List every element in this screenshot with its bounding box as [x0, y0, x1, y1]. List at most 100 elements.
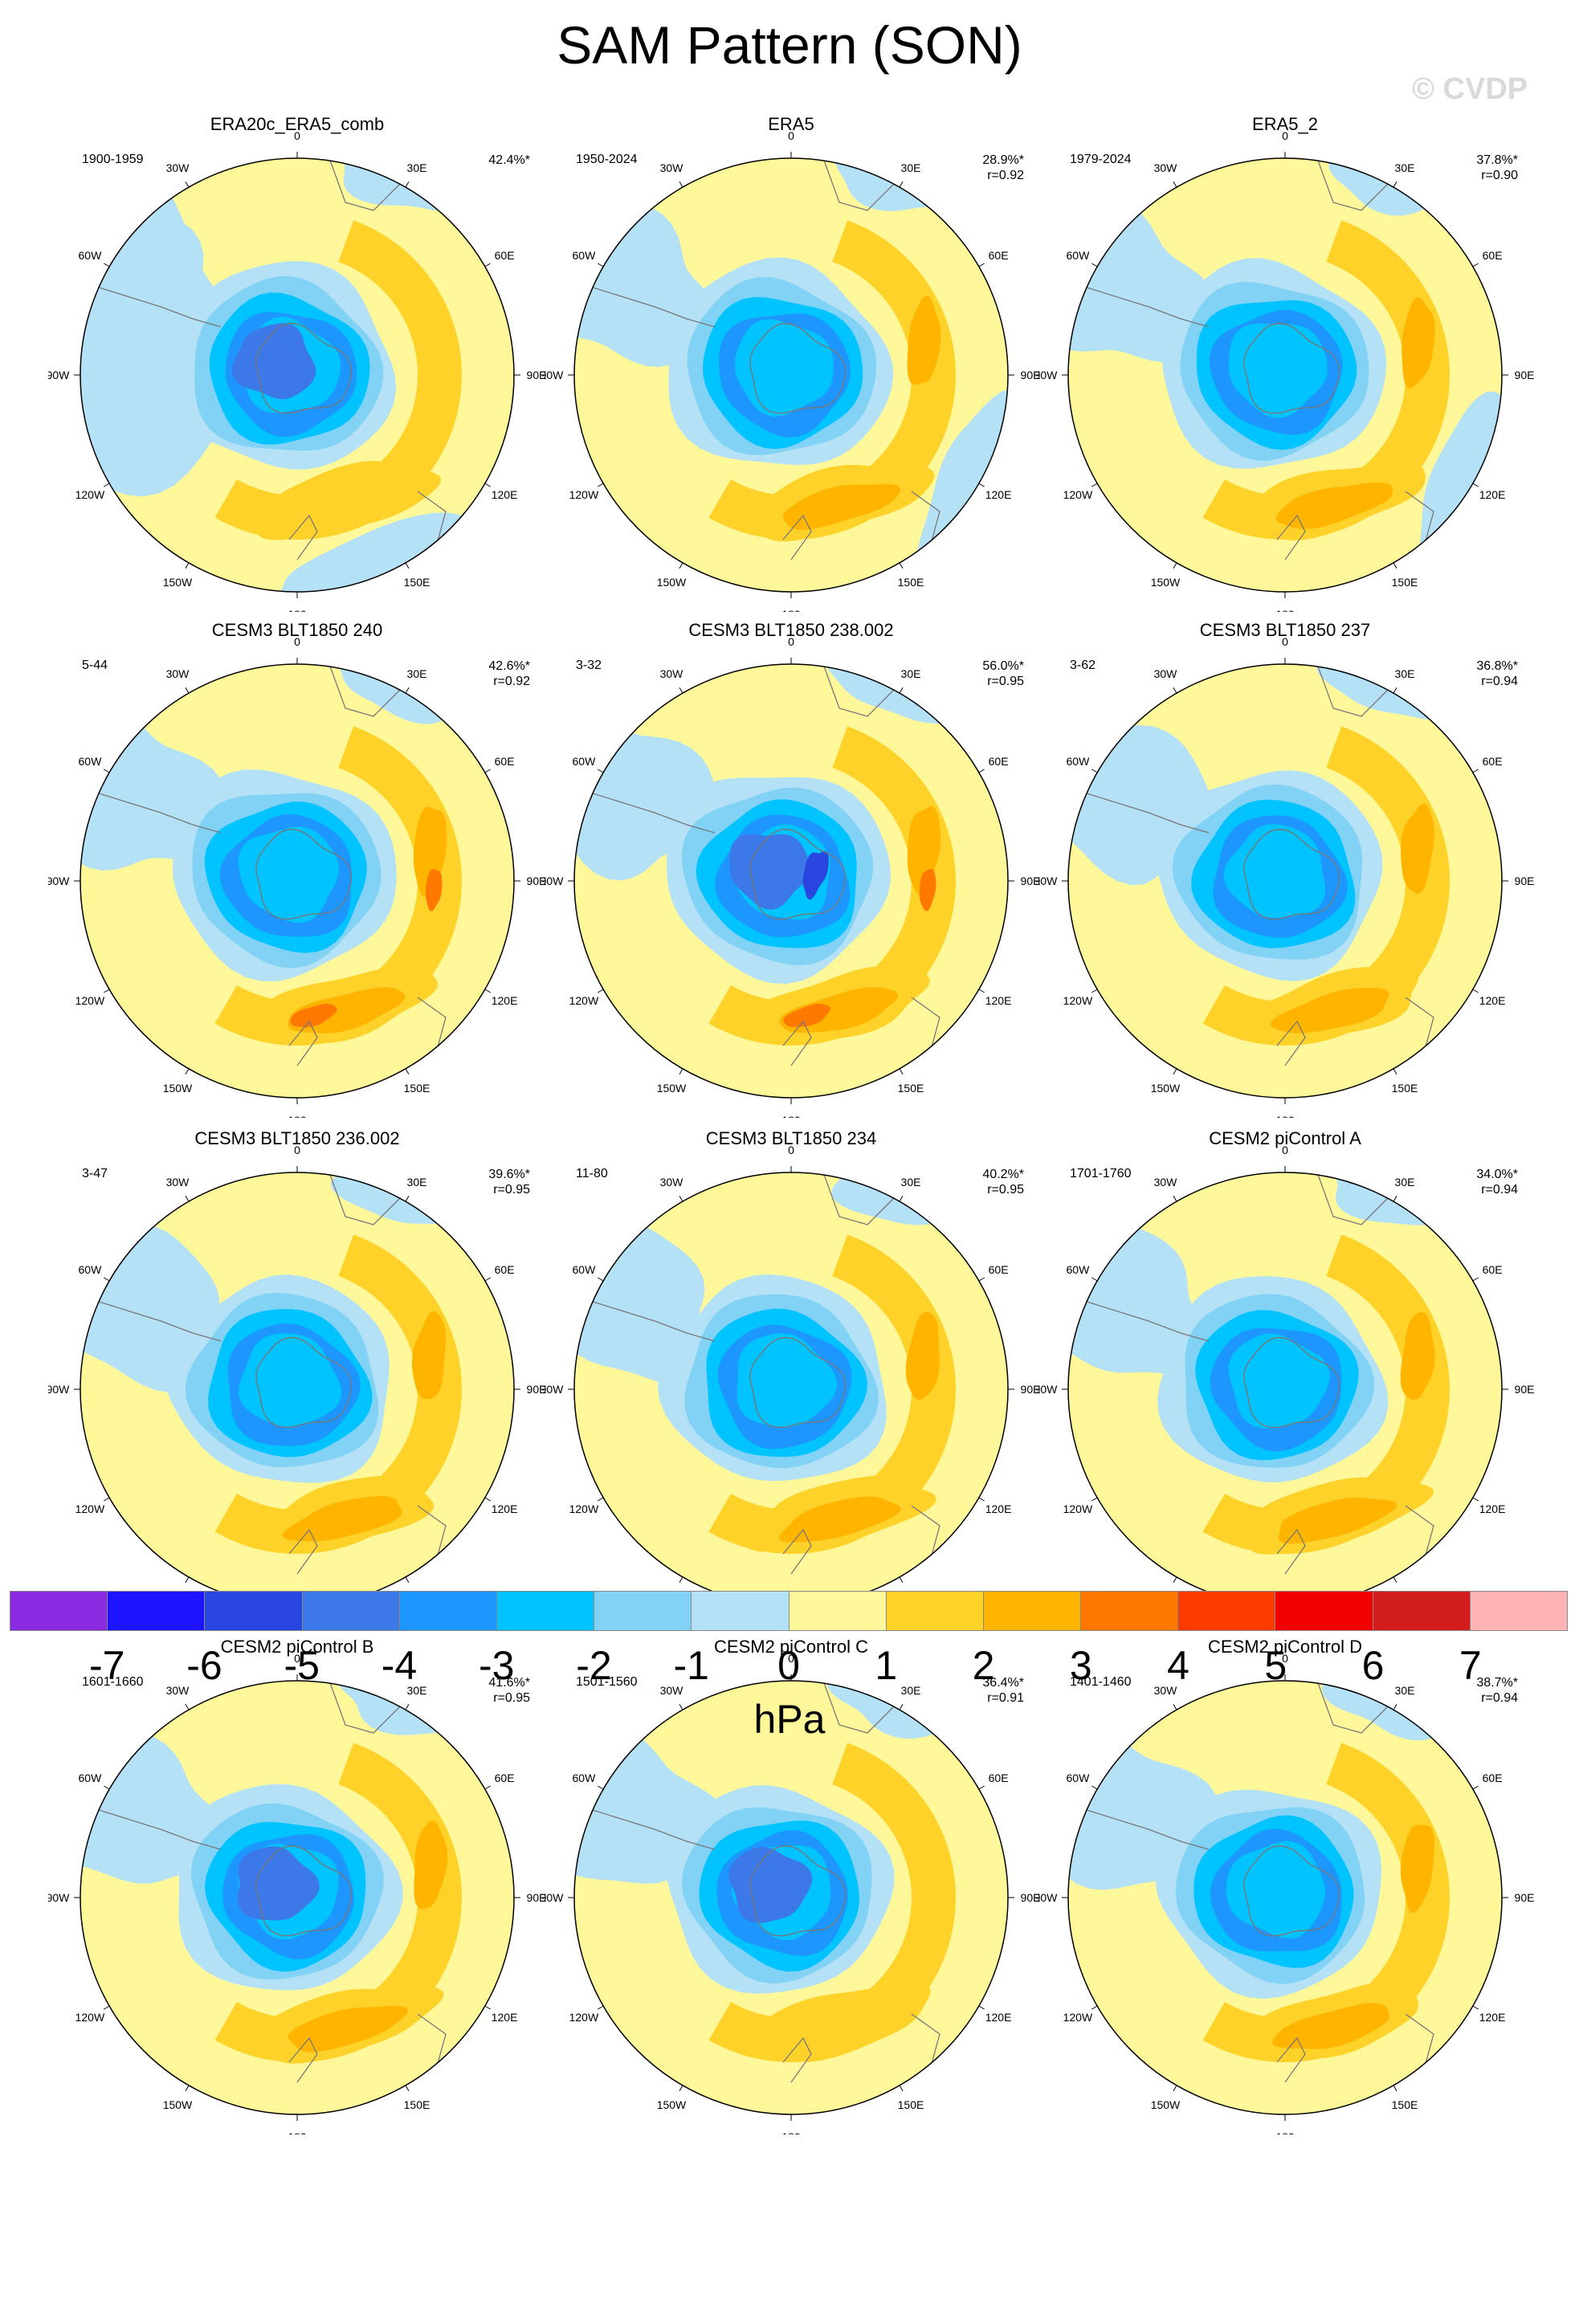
map-panel: 030E60E90E120E150E180150W120W90W60W30WCE…: [1036, 620, 1534, 1118]
explained-variance: 28.9%*: [982, 153, 1024, 167]
longitude-label: 30W: [1154, 1684, 1178, 1697]
pattern-correlation: r=0.91: [987, 1691, 1024, 1705]
colorbar-box: [1081, 1591, 1179, 1631]
longitude-label: 90W: [48, 369, 70, 381]
longitude-label: 150W: [163, 2098, 193, 2111]
longitude-label: 60E: [1483, 249, 1503, 262]
longitude-label: 0: [294, 129, 300, 142]
map-panel: 030E60E90E120E150E180150W120W90W60W30WCE…: [48, 620, 546, 1118]
longitude-label: 120E: [1479, 2011, 1506, 2024]
longitude-label: 90E: [1515, 875, 1534, 887]
longitude-label: 30E: [1395, 1684, 1415, 1697]
panel-title: CESM3 BLT1850 238.002: [688, 620, 894, 640]
colorbar-box: [983, 1591, 1082, 1631]
longitude-label: 0: [1282, 1144, 1288, 1156]
longitude-label: 150W: [1151, 2098, 1181, 2111]
longitude-label: 90E: [1021, 1383, 1040, 1396]
longitude-label: 30W: [660, 1176, 684, 1189]
map-panel: 030E60E90E120E150E180150W120W90W60W30WCE…: [542, 1637, 1040, 2134]
panel-period: 1401-1460: [1070, 1675, 1132, 1689]
longitude-label: 150E: [898, 2098, 924, 2111]
colorbar-ticks: -7 -6 -5 -4 -3 -2 -1 0 1 2 3 4 5 6 7: [10, 1642, 1568, 1690]
longitude-label: 30W: [166, 161, 190, 174]
longitude-label: 60E: [495, 1772, 515, 1784]
longitude-label: 120E: [1479, 1502, 1506, 1515]
longitude-label: 120E: [985, 488, 1012, 501]
pattern-correlation: r=0.94: [1481, 1691, 1518, 1705]
longitude-label: 90W: [48, 1383, 70, 1396]
longitude-label: 60W: [79, 1263, 103, 1276]
explained-variance: 40.2%*: [982, 1168, 1024, 1181]
longitude-label: 90W: [48, 1891, 70, 1904]
longitude-label: 90E: [1021, 369, 1040, 381]
polar-map: 0 30E 60E 90E 120E 150E 180 150W 120W 90W 60W 30W: [542, 129, 1040, 612]
polar-map: 0 30E 60E 90E 120E 150E 180 150W 120W 90W 60W 30W: [1036, 1652, 1534, 2134]
polar-map: 0 30E 60E 90E 120E 150E 180 150W 120W 90W 60W 30W: [1036, 129, 1534, 612]
colorbar-tick-label: -3: [479, 1643, 515, 1688]
longitude-label: 30W: [1154, 161, 1178, 174]
longitude-label: 150E: [404, 1082, 430, 1095]
panel-title: CESM3 BLT1850 237: [1199, 620, 1371, 640]
longitude-label: 30W: [1154, 667, 1178, 680]
longitude-label: 90W: [1036, 1891, 1058, 1904]
colorbar-tick-label: 2: [972, 1643, 995, 1688]
panel-period: 3-32: [576, 658, 602, 672]
colorbar-tick-label: -7: [89, 1643, 125, 1688]
panel-period: 1900-1959: [82, 153, 144, 166]
longitude-label: 30E: [901, 667, 921, 680]
colorbar-box: [594, 1591, 692, 1631]
longitude-label: 150W: [163, 1082, 193, 1095]
longitude-label: 0: [1282, 635, 1288, 648]
colorbar-box: [10, 1591, 108, 1631]
longitude-label: 120W: [75, 488, 105, 501]
longitude-label: 30E: [1395, 667, 1415, 680]
map-panel: 030E60E90E120E150E180150W120W90W60W30WCE…: [542, 1128, 1040, 1626]
pattern-correlation: r=0.90: [1481, 169, 1518, 182]
map-panel: 0 30E 60E 90E 120E 150E 180 150W 120W 90W 60W 30W ER…: [48, 114, 546, 612]
longitude-label: 120W: [569, 2011, 599, 2024]
panel-period: 3-47: [82, 1167, 108, 1180]
explained-variance: 36.8%*: [1476, 659, 1518, 673]
longitude-label: 60E: [495, 249, 515, 262]
longitude-label: 90E: [1021, 875, 1040, 887]
map-panel: 030E60E90E120E150E180150W120W90W60W30WCE…: [1036, 1128, 1534, 1626]
colorbar-tick-label: -6: [186, 1643, 222, 1688]
longitude-label: 90E: [527, 1383, 546, 1396]
pattern-correlation: r=0.95: [987, 1183, 1024, 1197]
map-panel: 030E60E90E120E150E180150W120W90W60W30WCE…: [48, 1637, 546, 2134]
longitude-label: 0: [294, 635, 300, 648]
longitude-label: 90E: [527, 875, 546, 887]
longitude-label: 90E: [1515, 1383, 1534, 1396]
longitude-label: 90W: [542, 1383, 564, 1396]
longitude-label: 120W: [1063, 994, 1093, 1007]
pattern-correlation: r=0.92: [493, 675, 530, 688]
longitude-label: 120E: [492, 1502, 518, 1515]
panel-title: CESM2 piControl D: [1208, 1637, 1362, 1657]
longitude-label: 60W: [1067, 755, 1091, 768]
longitude-label: 90E: [1515, 1891, 1534, 1904]
longitude-label: 150E: [1392, 2098, 1418, 2111]
longitude-label: 120E: [492, 488, 518, 501]
longitude-label: 120W: [75, 1502, 105, 1515]
colorbar-box: [108, 1591, 206, 1631]
explained-variance: 34.0%*: [1476, 1168, 1518, 1181]
polar-map: 0 30E 60E 90E 120E 150E 180 150W 120W 90W 60W 30W: [1036, 635, 1534, 1118]
polar-map: 0 30E 60E 90E 120E 150E 180 150W 120W 90W 60W 30W: [48, 129, 546, 612]
panel-stats: 41.6%* r=0.95: [488, 1675, 530, 1706]
panel-period: 1501-1560: [576, 1675, 638, 1689]
longitude-label: 150E: [404, 2098, 430, 2111]
panel-stats: 36.8%* r=0.94: [1476, 658, 1518, 689]
longitude-label: 150E: [404, 576, 430, 589]
longitude-label: 90W: [1036, 1383, 1058, 1396]
longitude-label: 90W: [1036, 875, 1058, 887]
longitude-label: 60W: [573, 249, 597, 262]
map-panel: 030E60E90E120E150E180150W120W90W60W30WCE…: [48, 1128, 546, 1626]
pattern-correlation: r=0.95: [987, 675, 1024, 688]
longitude-label: 120E: [985, 2011, 1012, 2024]
panel-period: 1979-2024: [1070, 153, 1132, 166]
longitude-label: 180: [288, 2130, 307, 2134]
longitude-label: 150E: [1392, 576, 1418, 589]
longitude-label: 90W: [542, 875, 564, 887]
panel-stats: 39.6%* r=0.95: [488, 1167, 530, 1197]
longitude-label: 30W: [660, 667, 684, 680]
